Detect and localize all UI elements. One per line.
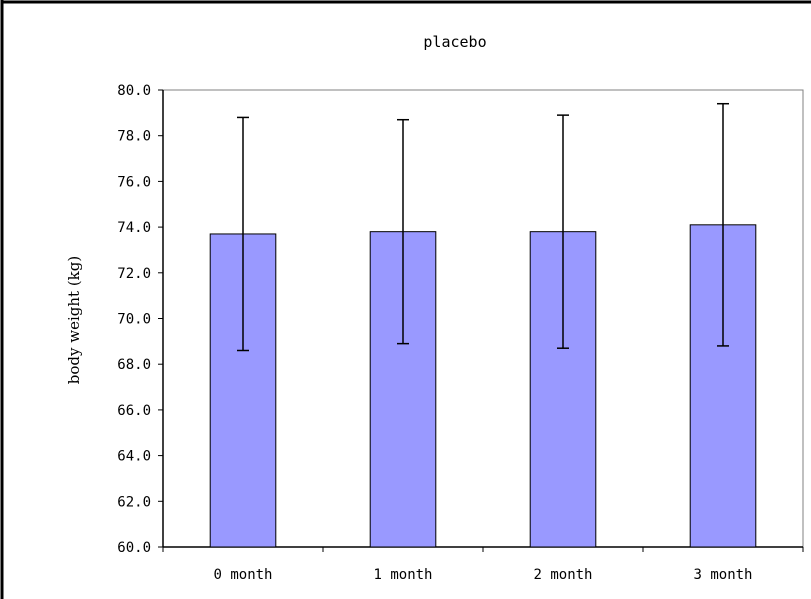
- y-tick-label: 78.0: [117, 129, 151, 145]
- y-tick-label: 64.0: [117, 449, 151, 465]
- y-axis: 60.0 62.0 64.0 66.0 68.0 70.0 72.0 74.0 76.0 78.0…: [117, 83, 164, 556]
- bars: [209, 224, 757, 548]
- y-axis-label: body weight (kg): [65, 256, 83, 384]
- y-tick-label: 60.0: [117, 540, 151, 556]
- y-tick-label: 68.0: [117, 357, 151, 373]
- x-tick-label: 2 month: [533, 567, 592, 583]
- x-tick-label: 1 month: [373, 567, 432, 583]
- y-tick-label: 62.0: [117, 494, 151, 510]
- y-tick-label: 74.0: [117, 220, 151, 236]
- y-tick-label: 70.0: [117, 312, 151, 328]
- chart-title: placebo: [423, 33, 486, 51]
- y-tick-label: 80.0: [117, 83, 151, 99]
- error-bars: [237, 102, 729, 352]
- y-tick-label: 76.0: [117, 174, 151, 190]
- y-tick-label: 72.0: [117, 266, 151, 282]
- x-axis: 0 month 1 month 2 month 3 month: [162, 546, 804, 583]
- x-tick-label: 0 month: [213, 567, 272, 583]
- x-tick-label: 3 month: [693, 567, 752, 583]
- y-tick-label: 66.0: [117, 403, 151, 419]
